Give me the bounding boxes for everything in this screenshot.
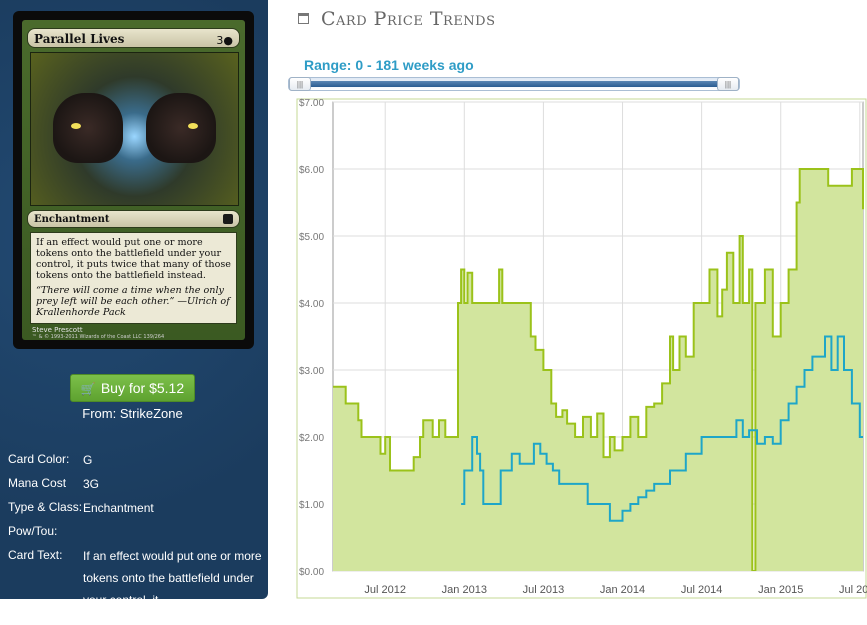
detail-row-card-text: Card Text: If an effect would put one or… <box>8 545 268 625</box>
card-text-box: If an effect would put one or more token… <box>30 232 237 324</box>
detail-row-mana-cost: Mana Cost 3G <box>8 473 268 497</box>
slider-handle-start[interactable]: ||| <box>289 77 311 91</box>
x-tick-label: Jan 2015 <box>758 584 803 596</box>
detail-label: Card Text: <box>8 548 63 562</box>
card-type-line: Enchantment <box>34 214 110 225</box>
wolf-left-art <box>53 93 123 163</box>
page-title: Card Price Trends <box>298 8 496 34</box>
card-copyright: ™ & © 1993-2011 Wizards of the Coast LLC… <box>32 334 165 340</box>
card-image[interactable]: Parallel Lives 3● Enchantment If an effe… <box>13 11 254 349</box>
price-chart: $0.00 $1.00 $2.00 $3.00 $4.00 $5.00 $6.00 $7.00… <box>296 98 867 599</box>
y-tick-label: $6.00 <box>299 165 324 176</box>
y-tick-label: $5.00 <box>299 232 324 243</box>
card-type-bar: Enchantment <box>27 210 240 228</box>
x-tick-label: Jul 2012 <box>364 584 406 596</box>
detail-label: Pow/Tou: <box>8 524 58 538</box>
cart-icon: 🛒 <box>80 382 96 396</box>
y-tick-label: $4.00 <box>299 299 324 310</box>
card-title-bar: Parallel Lives 3● <box>27 28 240 48</box>
detail-value: If an effect would put one or more token… <box>83 549 262 607</box>
detail-row-pow-tou: Pow/Tou: <box>8 521 268 545</box>
x-tick-label: Jul 2013 <box>523 584 565 596</box>
y-tick-label: $0.00 <box>299 567 324 578</box>
detail-value: G <box>83 453 93 467</box>
foil-price-line <box>461 335 863 522</box>
slider-handle-end[interactable]: ||| <box>717 77 739 91</box>
page-title-text: Card Price Trends <box>321 8 496 30</box>
chart-labels: $0.00 $1.00 $2.00 $3.00 $4.00 $5.00 $6.00 $7.00… <box>299 98 867 596</box>
card-sidebar: Parallel Lives 3● Enchantment If an effe… <box>0 0 268 607</box>
buy-source: From: StrikeZone <box>82 406 183 421</box>
card-art <box>30 52 239 206</box>
range-slider[interactable]: ||| ||| <box>288 77 740 91</box>
y-tick-label: $1.00 <box>299 500 324 511</box>
detail-value: Enchantment <box>83 501 154 515</box>
paper-price-line <box>333 168 864 571</box>
detail-label: Mana Cost <box>8 476 67 490</box>
detail-row-color: Card Color: G <box>8 449 268 473</box>
card-flavor-text: “There will come a time when the only pr… <box>36 285 230 318</box>
card-inner: Parallel Lives 3● Enchantment If an effe… <box>22 20 245 340</box>
slider-selected-range <box>301 81 727 87</box>
buy-button[interactable]: 🛒 Buy for $5.12 <box>70 374 195 402</box>
x-tick-label: Jul 2015 <box>839 584 867 596</box>
detail-label: Card Color: <box>8 452 70 466</box>
calendar-icon <box>298 13 309 24</box>
set-symbol-icon <box>223 214 233 224</box>
range-label: Range: 0 - 181 weeks ago <box>304 57 474 73</box>
detail-label: Type & Class: <box>8 500 83 514</box>
card-name: Parallel Lives <box>34 32 125 46</box>
chart-series <box>333 168 864 571</box>
x-tick-label: Jan 2014 <box>600 584 645 596</box>
y-tick-label: $3.00 <box>299 366 324 377</box>
card-artist: Steve Prescott <box>32 326 83 334</box>
x-tick-label: Jan 2013 <box>442 584 487 596</box>
y-tick-label: $7.00 <box>299 98 324 109</box>
x-tick-label: Jul 2014 <box>681 584 723 596</box>
detail-value: 3G <box>83 477 100 491</box>
detail-row-type: Type & Class: Enchantment <box>8 497 268 521</box>
card-rules-text: If an effect would put one or more token… <box>36 237 231 281</box>
y-tick-label: $2.00 <box>299 433 324 444</box>
wolf-right-art <box>146 93 216 163</box>
card-cost: 3● <box>216 34 233 47</box>
buy-button-label: Buy for $5.12 <box>100 380 185 396</box>
price-chart-svg: $0.00 $1.00 $2.00 $3.00 $4.00 $5.00 $6.00 $7.00… <box>296 98 867 599</box>
